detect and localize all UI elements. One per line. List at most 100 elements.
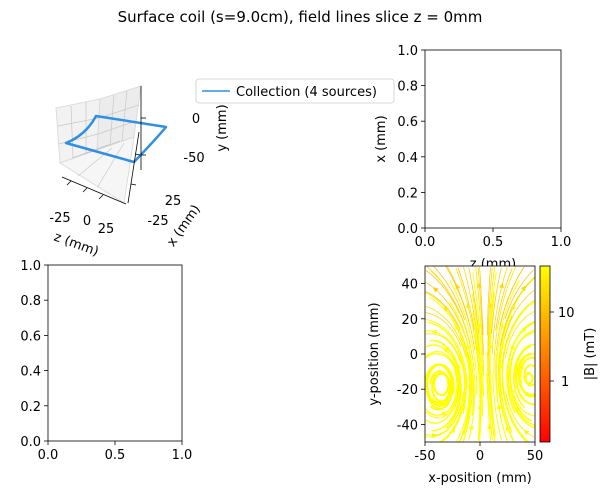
stream-line [509, 368, 532, 416]
colorbar-label: |B| (mT) [583, 328, 598, 381]
stream-line [501, 313, 521, 367]
stream-line [530, 331, 535, 335]
panel-3d: -25 0 25 z (mm) -25 25 x (mm) 0 -50 y (m… [49, 85, 230, 260]
stream-line [469, 353, 475, 416]
stream-line [491, 292, 501, 355]
stream-arrow [515, 406, 520, 413]
stream-line [520, 266, 525, 274]
stream-line [477, 267, 481, 294]
y-tick-label: 0.6 [397, 115, 418, 130]
axis-3d-z [61, 176, 127, 205]
legend-frame [195, 78, 395, 104]
stream-line [469, 292, 480, 354]
stream-arrow [442, 347, 449, 353]
stream-line [459, 292, 476, 351]
stream-line [457, 267, 461, 274]
stream-line [489, 272, 497, 335]
y-tick-label: -20 [397, 383, 418, 398]
stream-line [497, 313, 511, 372]
pane-grid [57, 90, 140, 189]
stream-arrow [455, 324, 460, 331]
stream-ylabel: y-position (mm) [367, 302, 382, 405]
stream-arrow [467, 383, 473, 389]
stream-line [489, 267, 491, 274]
stream-line [468, 353, 473, 416]
stream-line [515, 353, 532, 401]
stream-line [487, 272, 491, 336]
stream-line [425, 363, 451, 383]
x-tick-label: -50 [414, 449, 435, 464]
stream-line [459, 272, 475, 331]
stream-line [506, 333, 522, 390]
stream-line [504, 292, 531, 339]
x-tick-label: 50 [527, 449, 544, 464]
stream-line [488, 313, 491, 376]
pane-floor [59, 136, 135, 204]
stream-arrow [487, 423, 493, 430]
stream-line [431, 393, 461, 432]
stream-arrow [441, 411, 448, 417]
stream-line [508, 333, 532, 380]
stream-line [425, 270, 430, 274]
stream-arrow [498, 322, 504, 329]
stream-line [449, 333, 468, 388]
y-tick-label: 0.6 [20, 329, 41, 344]
y-tick-label: -40 [397, 418, 418, 433]
panel-bottom-left: 0.0 0.5 1.0 0.0 0.2 0.4 0.6 0.8 1.0 [20, 259, 192, 463]
stream-arrow [433, 374, 439, 381]
stream-arrow [459, 404, 464, 411]
stream-line [530, 414, 535, 417]
x-tick-label: 0.0 [38, 448, 59, 463]
stream-arrow [523, 429, 530, 436]
stream-arrow [497, 362, 503, 369]
stream-line [445, 373, 462, 429]
stream-arrow [509, 343, 515, 350]
stream-line [519, 414, 535, 426]
stream-arrow [455, 283, 461, 290]
x-tick-label: 1.0 [551, 235, 572, 250]
stream-line [428, 351, 460, 382]
stream-line [524, 371, 535, 387]
axis-3d-y [140, 86, 146, 170]
stream-line [530, 269, 534, 274]
stream-line [520, 276, 535, 294]
stream-line [498, 353, 505, 416]
stream-line [487, 292, 491, 356]
stream-line [428, 387, 459, 419]
tick-3d-x-0: -25 [147, 214, 168, 229]
stream-line [501, 381, 521, 436]
y-tick-label: 0.8 [20, 294, 41, 309]
stream-line [425, 352, 441, 359]
stream-line [425, 319, 451, 335]
stream-arrow [477, 403, 483, 409]
tick-3d-z-1: 0 [83, 214, 91, 229]
stream-line [519, 356, 535, 376]
stream-line [427, 321, 461, 355]
stream-line [509, 434, 514, 442]
stream-line [429, 272, 460, 313]
stream-line [425, 433, 430, 436]
stream-line [504, 313, 532, 359]
stream-line [425, 414, 451, 424]
stream-line [499, 267, 502, 274]
stream-line [510, 267, 513, 274]
stream-arrow [487, 383, 493, 389]
y-tick-label: 20 [401, 313, 418, 328]
stream-line [429, 313, 462, 347]
stream-line [469, 272, 480, 334]
stream-line [459, 313, 475, 371]
stream-line [459, 353, 467, 414]
stream-line [443, 434, 451, 442]
stream-line [495, 333, 501, 396]
colorbar-tick-10: 10 [558, 306, 575, 321]
stream-line [475, 266, 481, 314]
stream-line [431, 372, 451, 404]
stream-line [463, 266, 471, 294]
stream-line [479, 272, 484, 336]
stream-line [479, 313, 485, 376]
stream-line [489, 393, 496, 442]
colorbar-tick-1: 1 [561, 375, 569, 390]
stream-line [425, 408, 441, 416]
stream-arrow [505, 425, 511, 432]
figure-title: Surface coil (s=9.0cm), field lines slic… [118, 8, 483, 26]
